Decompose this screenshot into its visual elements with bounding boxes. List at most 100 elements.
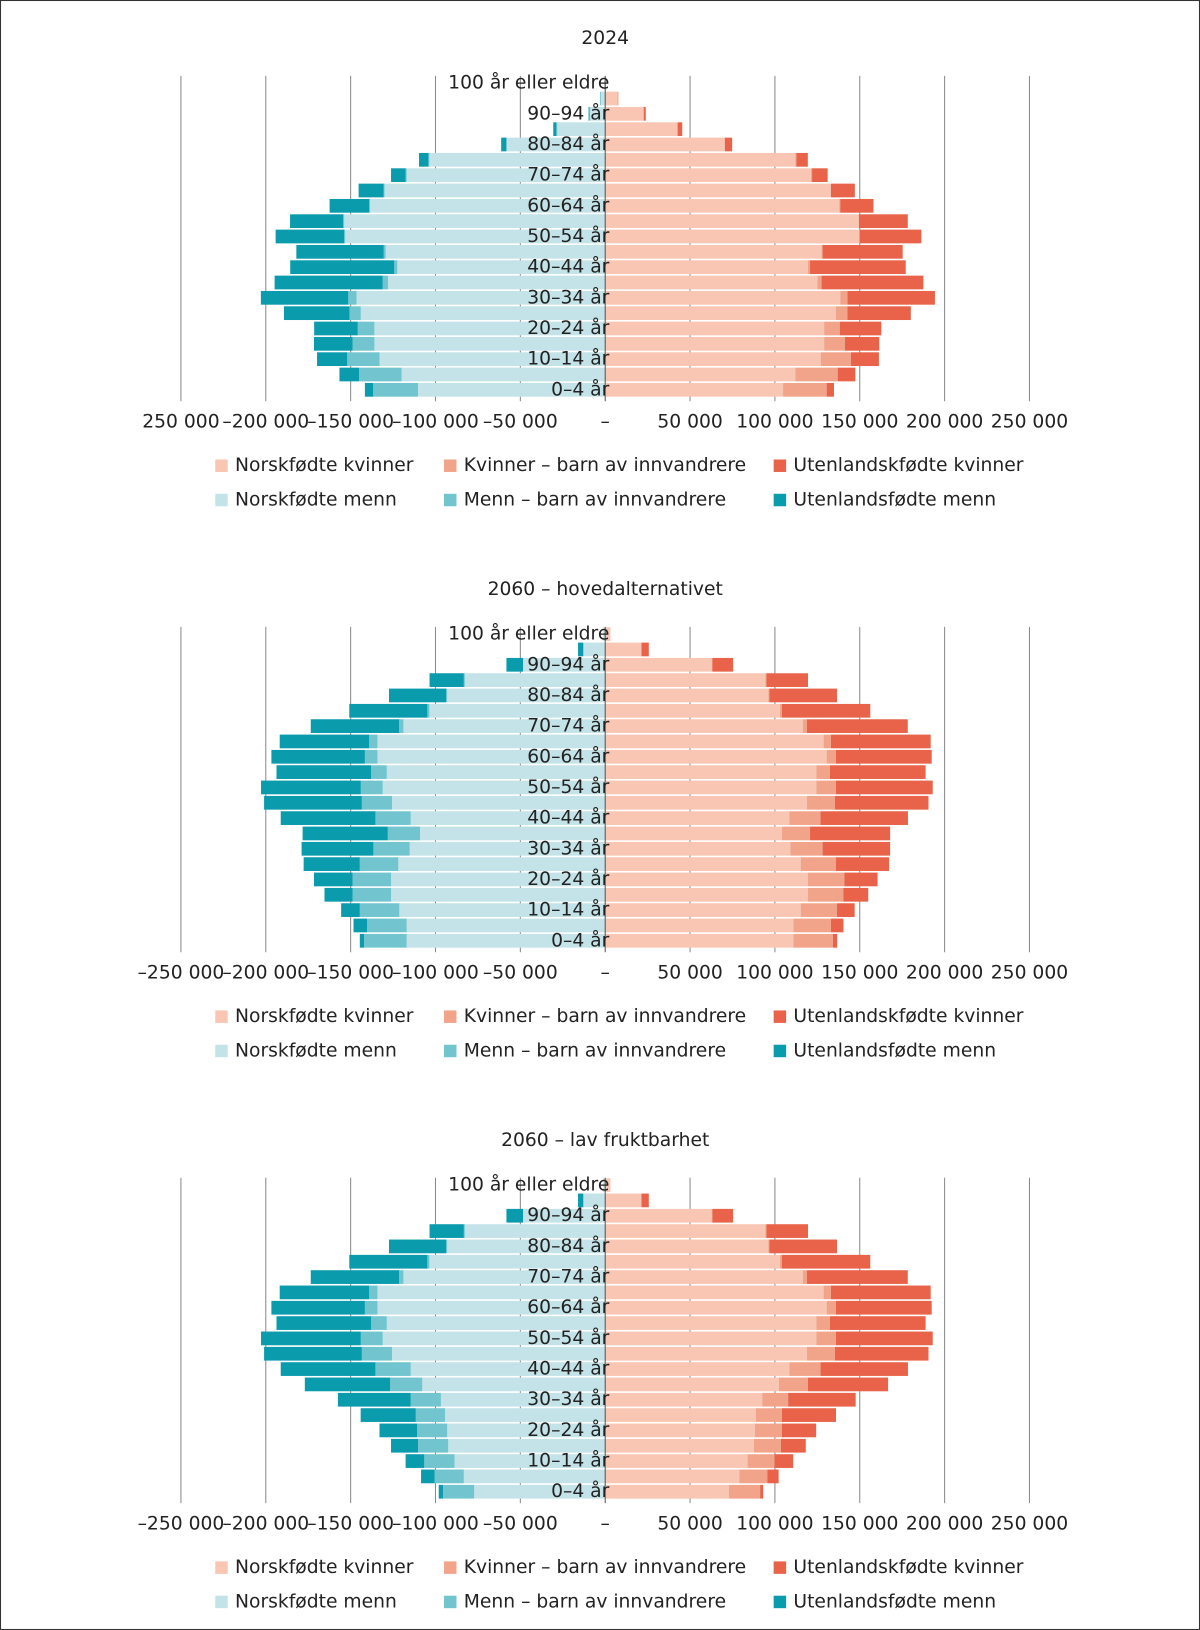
bar [349,306,361,321]
bar [835,306,848,321]
bar [410,1392,441,1407]
bar [283,306,350,321]
bar [578,642,584,657]
bar [605,780,817,795]
bar [605,627,611,641]
bar [310,1270,400,1284]
bar [605,749,827,764]
bar [383,244,386,259]
bar [605,1377,779,1392]
bar [754,1423,782,1438]
y-tick-label: 60–64 år [527,193,609,216]
legend-label: Norskfødte menn [235,1040,397,1061]
bar [374,336,606,351]
bar [418,382,606,397]
bar [382,780,606,795]
bar [424,1454,455,1468]
legend-label: Kvinner – barn av innvandrere [464,1557,746,1578]
bar [264,795,362,810]
bar [822,841,891,856]
bar [386,765,606,779]
bar [816,765,830,779]
bar [260,290,349,305]
bar [605,1438,754,1453]
x-tick-label: 100 000 [736,412,813,433]
bar [324,887,353,902]
bar [369,734,378,749]
x-tick-label: 250 000 [142,412,219,433]
y-tick-label: 70–74 år [527,1265,609,1288]
x-tick-label: 200 000 [906,963,983,984]
bar [780,1438,806,1453]
bar [844,872,878,887]
y-tick-label: 30–34 år [527,836,609,859]
bar [364,749,378,764]
bar [406,933,606,948]
legend-swatch [773,1010,787,1023]
bar [463,1469,606,1484]
bar [403,719,606,733]
y-tick-label: 80–84 år [527,683,609,706]
legend-label: Norskfødte menn [235,490,397,511]
bar [280,1362,376,1376]
bar [429,152,606,167]
bar [290,214,344,229]
x-tick-label: 250 000 [991,412,1068,433]
bar [605,673,766,687]
legend-swatch [444,1010,457,1023]
bar [382,275,388,290]
bar [605,841,791,856]
bar [388,688,447,703]
bar [774,1454,794,1468]
legend-swatch [215,1595,228,1609]
bar [605,1270,803,1284]
bar [429,703,606,718]
legend-swatch [215,1561,228,1574]
bar [605,260,808,275]
bar [811,168,813,183]
bar [358,183,384,198]
bar [405,168,407,183]
bar [578,1193,584,1208]
bar [807,887,844,902]
bar [447,688,606,703]
x-tick-label: 100 000 [736,963,813,984]
bar [349,1254,428,1269]
bar [392,795,606,810]
bar [405,1454,425,1468]
bar [767,1469,779,1484]
legend-swatch [444,1595,457,1609]
bar [506,657,524,672]
bar [829,1316,926,1330]
bar [391,168,406,183]
bar [386,1316,606,1330]
bar [302,826,388,841]
bar [379,352,606,367]
x-tick-label: 250 000 [991,1513,1068,1534]
bar [643,106,646,121]
bar [605,734,824,749]
bar [835,1331,933,1346]
bar [353,918,368,933]
bar [506,137,606,152]
bar [605,1469,740,1484]
bar [781,1254,871,1269]
bar [371,765,387,779]
bar [583,642,606,657]
bar [369,1285,378,1300]
y-tick-label: 10–14 år [527,898,609,921]
pyramid: 2060 – lav fruktbarhet–250 000–200 000–1… [138,1130,1069,1613]
bar [369,198,371,213]
bar [261,780,361,795]
bar [387,826,421,841]
bar [765,673,767,687]
bar [605,106,644,121]
bar [390,1377,423,1392]
bar [348,290,357,305]
legend-label: Norskfødte menn [235,1591,397,1612]
bar [793,918,831,933]
x-tick-label: –250 000 [138,963,225,984]
x-tick-label: – [601,1513,610,1534]
bar [271,749,365,764]
x-tick-label: –150 000 [307,1513,394,1534]
